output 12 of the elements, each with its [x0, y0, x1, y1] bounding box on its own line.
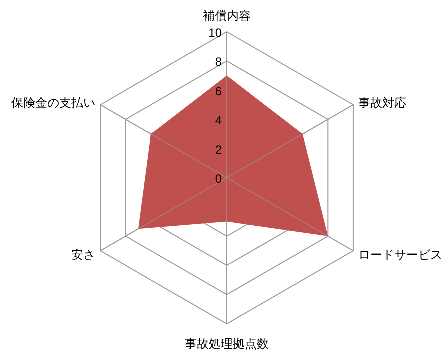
spoke-label: 保険金の支払い [11, 96, 96, 110]
spoke-label: 事故対応 [358, 96, 407, 110]
y-tick-label: 10 [208, 26, 222, 40]
spoke-label: 安さ [71, 248, 96, 262]
spoke-label: 事故処理拠点数 [185, 337, 269, 351]
spoke-label: ロードサービス [358, 248, 443, 262]
spoke-label: 補償内容 [203, 9, 251, 23]
y-tick-label: 0 [215, 172, 222, 186]
y-tick-label: 2 [215, 142, 222, 157]
y-tick-label: 6 [215, 84, 222, 98]
y-tick-label: 8 [215, 55, 222, 70]
y-tick-label: 4 [215, 114, 222, 128]
